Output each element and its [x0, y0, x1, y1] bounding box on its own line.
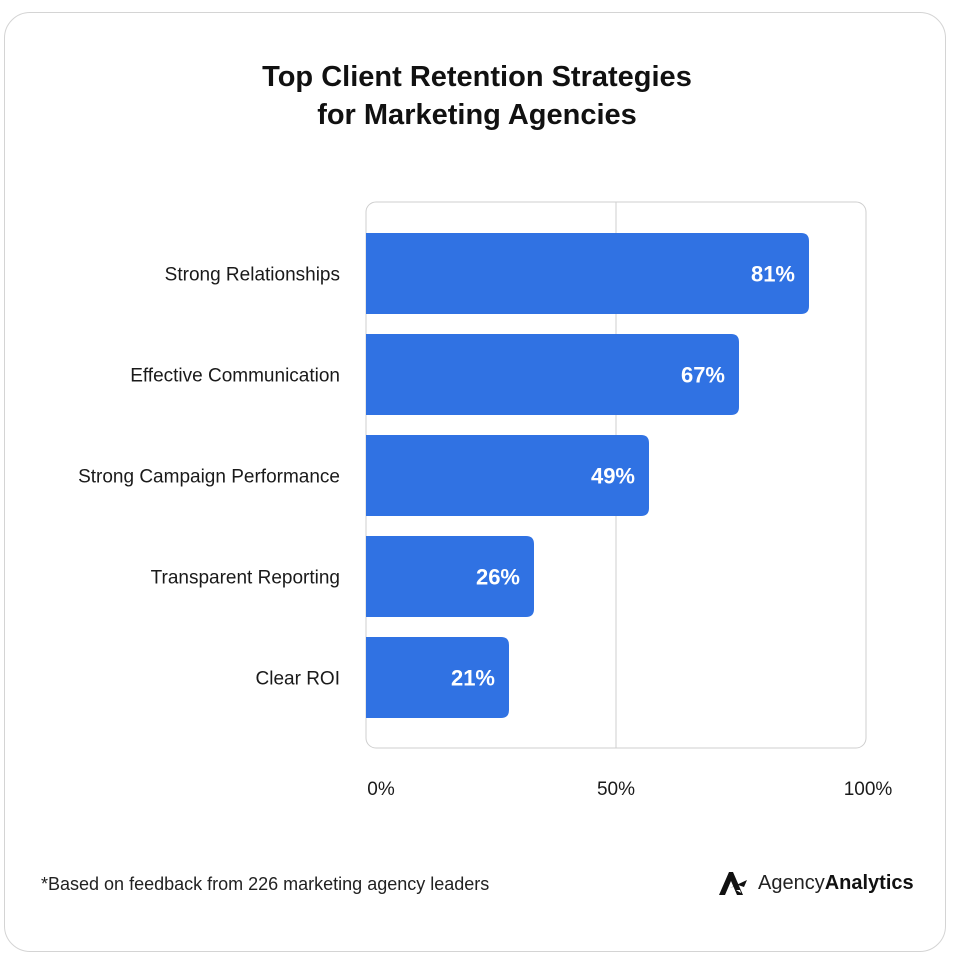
chart-title-line-2: for Marketing Agencies	[317, 99, 637, 131]
brand-name-light: Agency	[758, 871, 825, 894]
footnote: *Based on feedback from 226 marketing ag…	[41, 874, 490, 894]
category-label-3: Transparent Reporting	[151, 568, 340, 589]
bar-1	[366, 334, 739, 415]
agencyanalytics-logo-icon	[719, 872, 747, 895]
value-label-4: 21%	[451, 666, 495, 691]
category-label-2: Strong Campaign Performance	[78, 467, 340, 488]
value-label-3: 26%	[476, 565, 520, 590]
brand-name-bold: Analytics	[824, 871, 914, 894]
chart-title-line-1: Top Client Retention Strategies	[262, 61, 692, 93]
category-label-4: Clear ROI	[256, 669, 340, 690]
x-tick-label-0: 0%	[367, 779, 395, 800]
value-label-2: 49%	[591, 464, 635, 489]
x-tick-label-2: 100%	[844, 779, 893, 800]
bar-2	[366, 435, 649, 516]
x-tick-label-1: 50%	[597, 779, 635, 800]
category-label-0: Strong Relationships	[165, 265, 340, 286]
value-label-1: 67%	[681, 363, 725, 388]
bar-4	[366, 637, 509, 718]
chart-title: Top Client Retention Strategies for Mark…	[0, 58, 954, 134]
value-label-0: 81%	[751, 262, 795, 287]
bar-0	[366, 233, 809, 314]
brand-logo: Agency Analytics	[716, 868, 914, 898]
bar-3	[366, 536, 534, 617]
category-label-1: Effective Communication	[130, 366, 340, 387]
